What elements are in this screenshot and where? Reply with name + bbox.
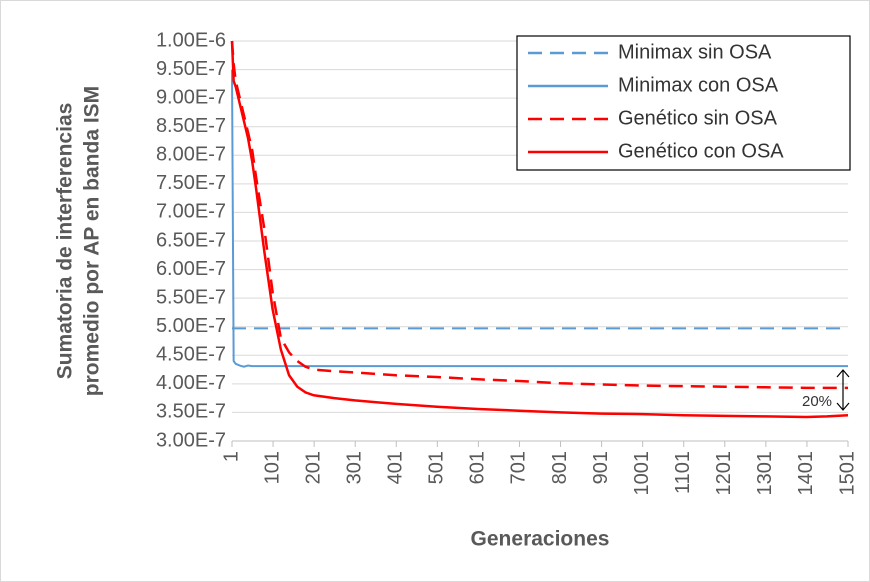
x-tick-label: 401 bbox=[385, 451, 407, 484]
y-axis-title: Sumatoria de interferencias bbox=[54, 103, 77, 380]
x-tick-label: 801 bbox=[549, 451, 571, 484]
lines bbox=[230, 40, 849, 419]
x-tick-label: 1401 bbox=[795, 451, 817, 496]
y-tick-label: 9.00E-7 bbox=[156, 86, 226, 108]
x-tick-label: 1301 bbox=[754, 451, 776, 496]
x-tick-label: 701 bbox=[508, 451, 530, 484]
series-line bbox=[230, 40, 849, 419]
legend-box bbox=[516, 35, 851, 171]
axes: 3.00E-7 3.50E-7 4.00E-7 4.50E-7 5.00E-7 5.50E… bbox=[156, 29, 858, 495]
y-tick-label: 6.00E-7 bbox=[156, 258, 226, 280]
x-tick-label: 1501 bbox=[836, 451, 858, 496]
annotation-arrow bbox=[836, 369, 850, 411]
x-tick-label: 101 bbox=[261, 451, 283, 484]
y-tick-label: 4.50E-7 bbox=[156, 344, 226, 366]
annotation: 20% bbox=[802, 393, 832, 410]
legend-label: Genético con OSA bbox=[618, 140, 784, 162]
y-tick-label: 3.50E-7 bbox=[156, 401, 226, 423]
y-tick-label: 7.00E-7 bbox=[156, 201, 226, 223]
series-line bbox=[230, 40, 848, 390]
legend: Minimax sin OSA Minimax con OSA Genético s… bbox=[528, 41, 784, 162]
legend-label: Minimax con OSA bbox=[618, 74, 779, 96]
x-tick-label: 901 bbox=[590, 451, 612, 484]
y-tick-label: 3.00E-7 bbox=[156, 429, 226, 451]
y-tick-label: 5.50E-7 bbox=[156, 286, 226, 308]
legend-label: Minimax sin OSA bbox=[618, 41, 772, 63]
x-tick-label: 301 bbox=[343, 451, 365, 484]
x-tick-label: 201 bbox=[302, 451, 324, 484]
y-axis-title: promedio por AP en banda ISM bbox=[81, 86, 104, 396]
x-tick-label: 601 bbox=[467, 451, 489, 484]
x-tick-label: 501 bbox=[426, 451, 448, 484]
y-tick-label: 4.00E-7 bbox=[156, 372, 226, 394]
series-line bbox=[231, 69, 848, 368]
x-tick-label: 1001 bbox=[631, 451, 653, 496]
y-tick-label: 8.00E-7 bbox=[156, 144, 226, 166]
x-tick-label: 1 bbox=[220, 451, 242, 462]
x-axis-title: Generaciones bbox=[471, 528, 610, 551]
y-tick-label: 1.00E-6 bbox=[156, 29, 226, 51]
x-tick-label: 1101 bbox=[672, 451, 694, 494]
y-tick-label: 5.00E-7 bbox=[156, 315, 226, 337]
legend-label: Genético sin OSA bbox=[618, 107, 778, 129]
y-tick-label: 8.50E-7 bbox=[156, 115, 226, 137]
y-tick-label: 7.50E-7 bbox=[156, 172, 226, 194]
y-tick-label: 6.50E-7 bbox=[156, 229, 226, 251]
x-tick-label: 1201 bbox=[713, 451, 735, 496]
y-tick-label: 9.50E-7 bbox=[156, 58, 226, 80]
